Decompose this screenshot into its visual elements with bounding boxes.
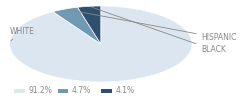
Text: WHITE: WHITE xyxy=(10,28,35,41)
FancyBboxPatch shape xyxy=(58,88,68,93)
Text: 4.7%: 4.7% xyxy=(72,86,91,95)
Text: 4.1%: 4.1% xyxy=(115,86,134,95)
Wedge shape xyxy=(10,6,192,82)
Text: BLACK: BLACK xyxy=(92,7,227,54)
Wedge shape xyxy=(78,6,101,44)
Text: HISPANIC: HISPANIC xyxy=(68,10,237,42)
Text: 91.2%: 91.2% xyxy=(29,86,53,95)
Wedge shape xyxy=(53,7,101,44)
FancyBboxPatch shape xyxy=(14,88,25,93)
FancyBboxPatch shape xyxy=(101,88,112,93)
